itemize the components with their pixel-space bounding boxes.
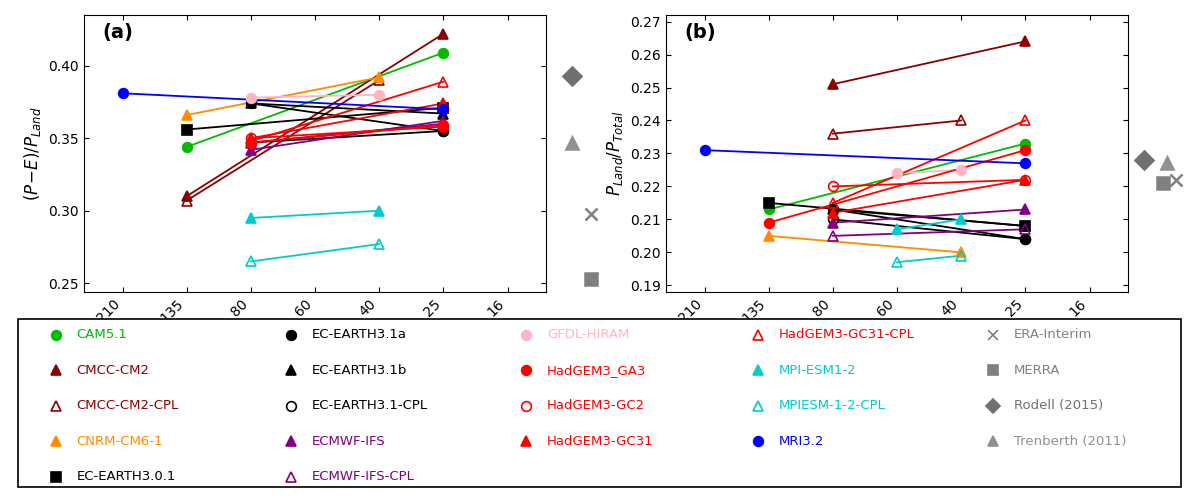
Text: HadGEM3-GC31: HadGEM3-GC31 <box>547 435 654 448</box>
Text: CAM5.1: CAM5.1 <box>77 328 127 341</box>
Text: EC-EARTH3.1a: EC-EARTH3.1a <box>312 328 407 341</box>
X-axis label: Resolution at 50°N (km): Resolution at 50°N (km) <box>805 331 989 346</box>
Text: MERRA: MERRA <box>1014 364 1061 377</box>
Text: MPI-ESM1-2: MPI-ESM1-2 <box>779 364 857 377</box>
Text: Rodell (2015): Rodell (2015) <box>1014 399 1103 412</box>
Text: EC-EARTH3.1-CPL: EC-EARTH3.1-CPL <box>312 399 428 412</box>
Text: ECMWF-IFS: ECMWF-IFS <box>312 435 385 448</box>
Y-axis label: $P_{Land}/P_{Total}$: $P_{Land}/P_{Total}$ <box>605 111 625 196</box>
Text: HadGEM3_GA3: HadGEM3_GA3 <box>547 364 647 377</box>
Text: ERA-Interim: ERA-Interim <box>1014 328 1092 341</box>
Text: ECMWF-IFS-CPL: ECMWF-IFS-CPL <box>312 470 415 483</box>
Text: HadGEM3-GC2: HadGEM3-GC2 <box>547 399 646 412</box>
Text: CMCC-CM2-CPL: CMCC-CM2-CPL <box>77 399 179 412</box>
Text: Trenberth (2011): Trenberth (2011) <box>1014 435 1127 448</box>
Text: (a): (a) <box>102 23 133 42</box>
Text: EC-EARTH3.0.1: EC-EARTH3.0.1 <box>77 470 176 483</box>
Text: HadGEM3-GC31-CPL: HadGEM3-GC31-CPL <box>779 328 914 341</box>
Text: EC-EARTH3.1b: EC-EARTH3.1b <box>312 364 407 377</box>
Text: MPIESM-1-2-CPL: MPIESM-1-2-CPL <box>779 399 886 412</box>
X-axis label: Resolution at 50°N (km): Resolution at 50°N (km) <box>223 331 407 346</box>
Text: (b): (b) <box>684 23 716 42</box>
Y-axis label: $(P\!-\!E)/P_{Land}$: $(P\!-\!E)/P_{Land}$ <box>22 106 43 201</box>
Text: CMCC-CM2: CMCC-CM2 <box>77 364 150 377</box>
Text: MRI3.2: MRI3.2 <box>779 435 824 448</box>
Text: GFDL-HIRAM: GFDL-HIRAM <box>547 328 630 341</box>
Text: CNRM-CM6-1: CNRM-CM6-1 <box>77 435 163 448</box>
